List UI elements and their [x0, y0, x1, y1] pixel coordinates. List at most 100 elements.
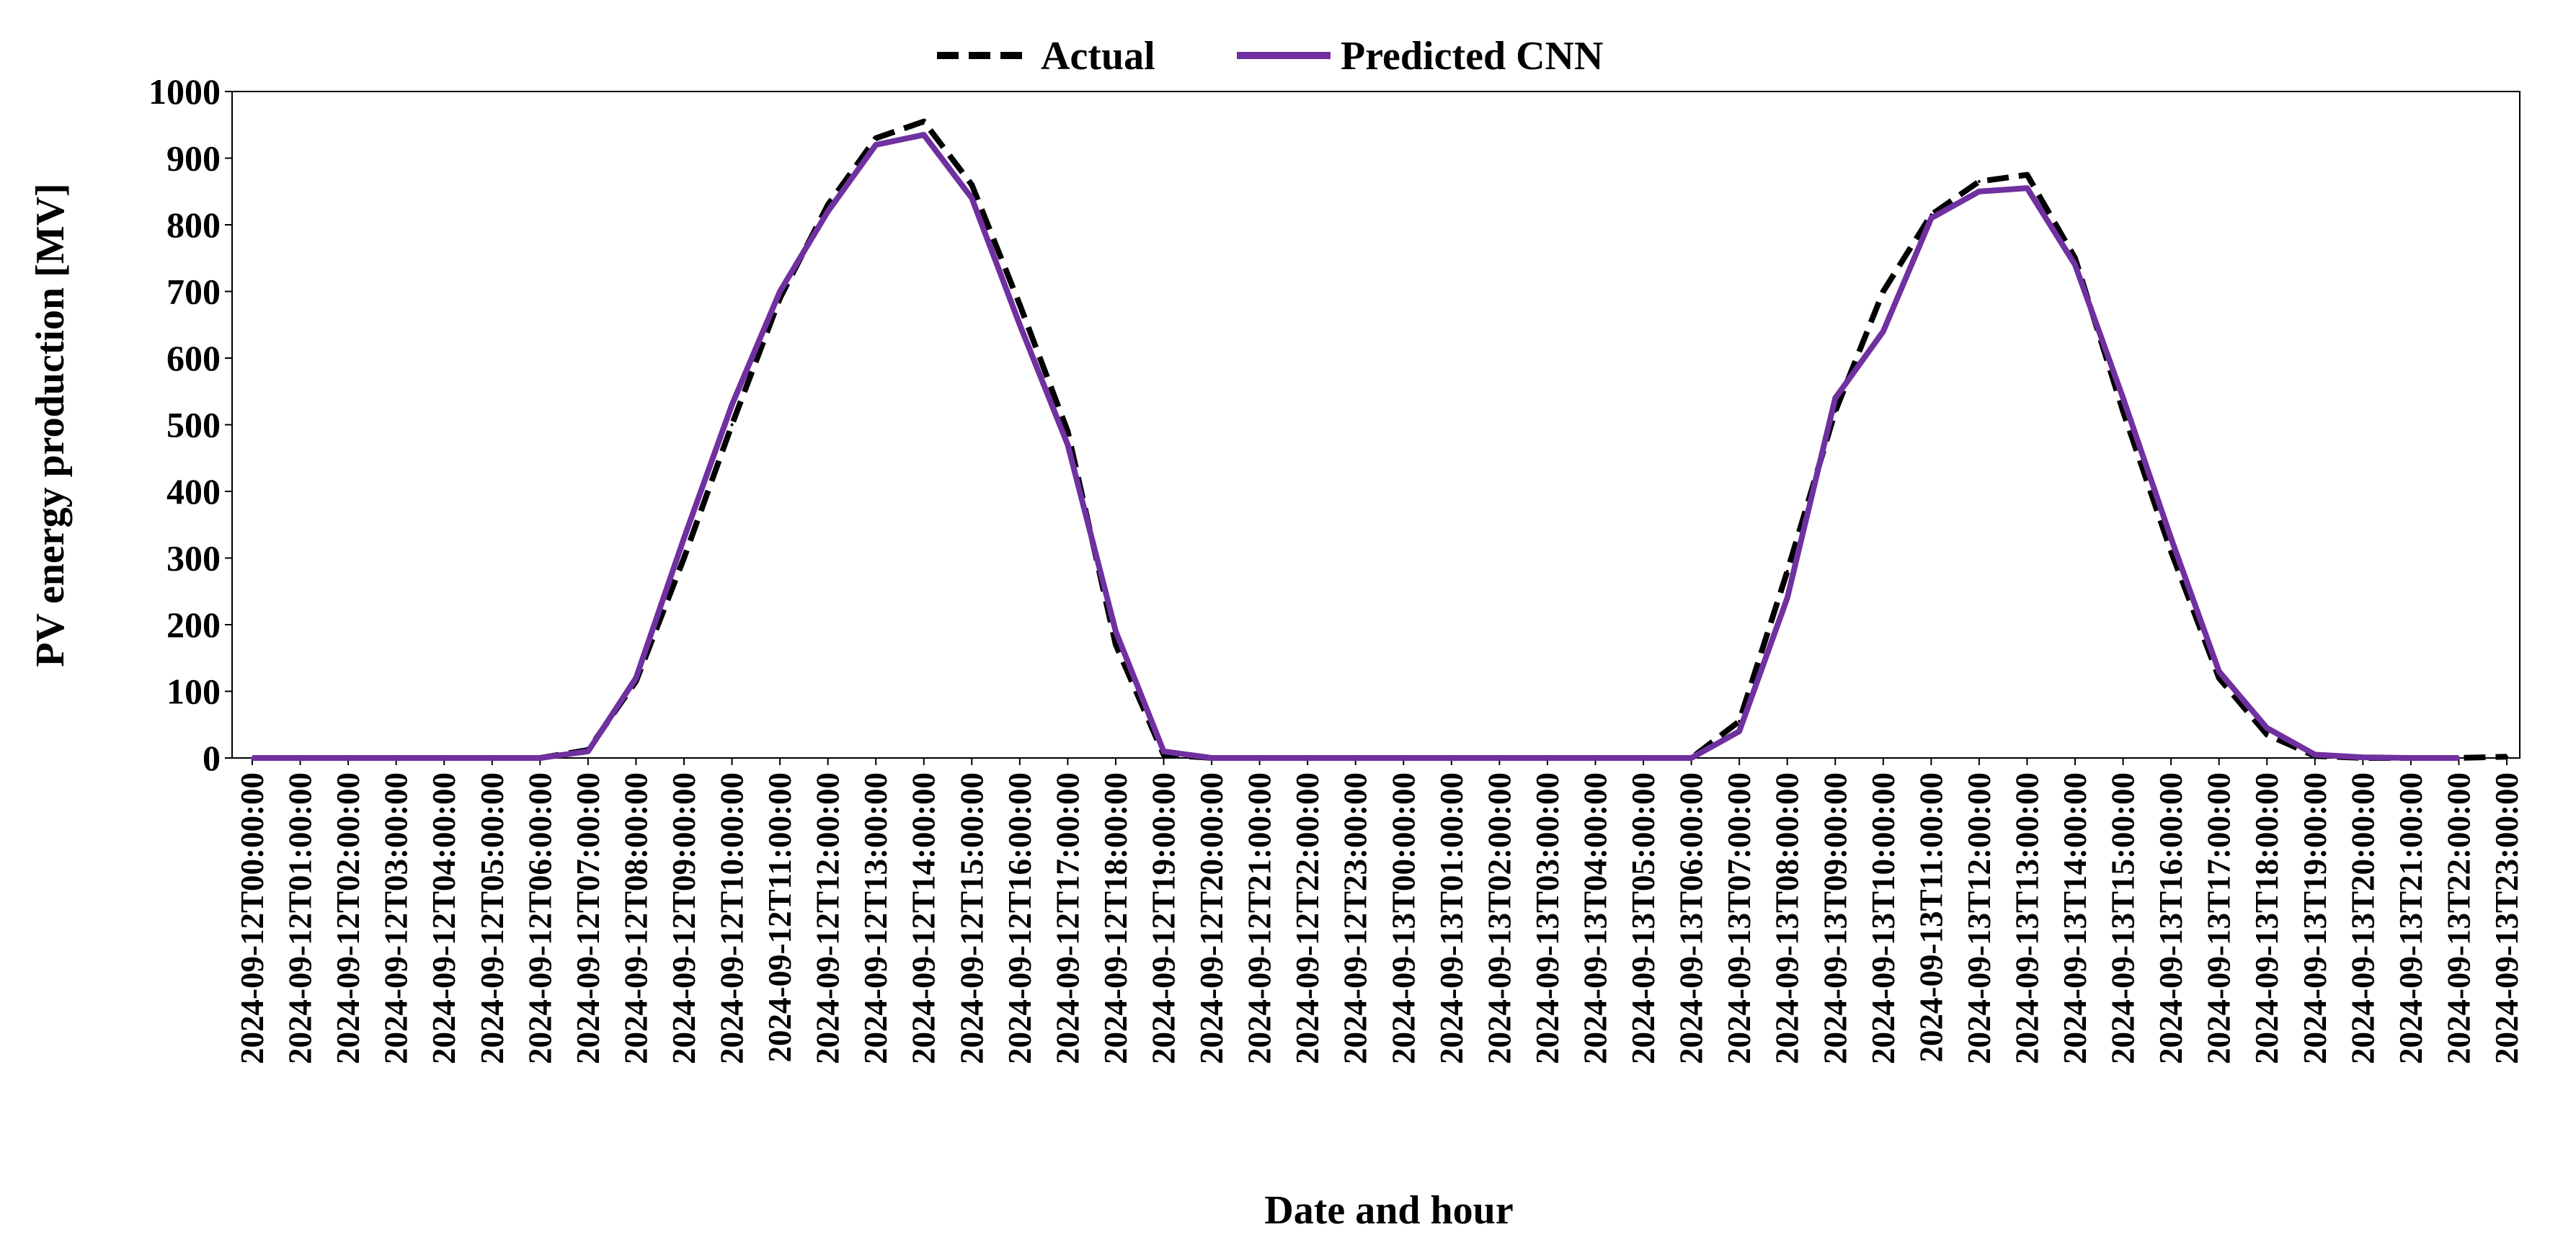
data-point-actual: [2265, 733, 2269, 736]
x-tick-label: 2024-09-13T18:00:00: [2249, 772, 2285, 1064]
y-tick-label: 1000: [148, 71, 221, 112]
x-tick-label: 2024-09-12T23:00:00: [1338, 772, 1374, 1064]
data-point-predicted-cnn: [586, 749, 590, 753]
x-tick-label: 2024-09-12T11:00:00: [762, 772, 798, 1062]
data-point-predicted-cnn: [1642, 757, 1645, 759]
data-point-predicted-cnn: [1210, 757, 1214, 759]
x-axis: 2024-09-12T00:00:00 2024-09-12T01:00:00 20…: [234, 758, 2525, 1064]
data-point-predicted-cnn: [2074, 263, 2077, 267]
x-tick-label: 2024-09-13T10:00:00: [1865, 772, 1901, 1064]
y-tick-label: 400: [166, 471, 221, 512]
x-tick-label: 2024-09-12T12:00:00: [810, 772, 846, 1064]
y-tick-label: 800: [166, 205, 221, 245]
x-tick-label: 2024-09-12T03:00:00: [378, 772, 414, 1064]
x-tick-label: 2024-09-13T15:00:00: [2105, 772, 2141, 1064]
y-axis: 0 100 200 300 400 500 600 700 800 900 1000: [148, 71, 232, 778]
legend: Actual Predicted CNN: [937, 34, 1603, 79]
x-tick-label: 2024-09-12T07:00:00: [570, 772, 606, 1064]
data-point-predicted-cnn: [2025, 187, 2029, 190]
x-tick-label: 2024-09-13T14:00:00: [2057, 772, 2093, 1064]
data-point-predicted-cnn: [1162, 749, 1165, 753]
x-tick-label: 2024-09-13T02:00:00: [1481, 772, 1517, 1064]
x-tick-label: 2024-09-13T06:00:00: [1674, 772, 1710, 1064]
x-tick-label: 2024-09-12T20:00:00: [1194, 772, 1230, 1064]
data-point-predicted-cnn: [443, 757, 446, 759]
x-tick-label: 2024-09-12T16:00:00: [1002, 772, 1038, 1064]
y-tick-label: 500: [166, 405, 221, 445]
x-tick-label: 2024-09-13T08:00:00: [1769, 772, 1806, 1064]
data-point-predicted-cnn: [2217, 669, 2221, 673]
data-point-predicted-cnn: [1449, 757, 1453, 759]
data-point-actual: [1977, 179, 1981, 183]
x-tick-label: 2024-09-13T22:00:00: [2440, 772, 2477, 1064]
data-point-predicted-cnn: [778, 290, 782, 293]
data-point-predicted-cnn: [826, 210, 830, 213]
data-point-predicted-cnn: [1402, 757, 1405, 759]
x-tick-label: 2024-09-12T08:00:00: [618, 772, 654, 1064]
data-point-predicted-cnn: [1018, 323, 1021, 326]
y-axis-title: PV energy production [MV]: [28, 183, 73, 666]
x-tick-label: 2024-09-12T05:00:00: [474, 772, 510, 1064]
data-point-predicted-cnn: [1834, 396, 1837, 400]
data-point-predicted-cnn: [1306, 757, 1310, 759]
data-point-predicted-cnn: [394, 757, 398, 759]
data-point-predicted-cnn: [2361, 756, 2365, 759]
x-tick-label: 2024-09-13T17:00:00: [2201, 772, 2237, 1064]
data-point-predicted-cnn: [538, 757, 542, 759]
legend-label-predicted: Predicted CNN: [1341, 34, 1603, 79]
x-tick-label: 2024-09-12T17:00:00: [1049, 772, 1085, 1064]
x-tick-label: 2024-09-12T09:00:00: [666, 772, 702, 1064]
y-tick-label: 200: [166, 605, 221, 645]
data-point-actual: [922, 120, 925, 123]
data-point-predicted-cnn: [970, 197, 974, 200]
x-tick-label: 2024-09-12T00:00:00: [234, 772, 270, 1064]
data-point-predicted-cnn: [1114, 630, 1117, 633]
x-tick-label: 2024-09-12T18:00:00: [1098, 772, 1134, 1064]
x-tick-label: 2024-09-13T16:00:00: [2153, 772, 2189, 1064]
y-tick-label: 700: [166, 272, 221, 312]
data-point-predicted-cnn: [490, 757, 494, 759]
x-tick-label: 2024-09-13T13:00:00: [2009, 772, 2045, 1064]
data-point-predicted-cnn: [634, 677, 638, 679]
data-point-predicted-cnn: [1594, 757, 1597, 759]
x-tick-label: 2024-09-12T13:00:00: [858, 772, 894, 1064]
data-point-actual: [1785, 570, 1789, 573]
data-point-predicted-cnn: [2265, 726, 2269, 730]
y-tick-label: 300: [166, 538, 221, 579]
data-point-predicted-cnn: [874, 143, 878, 146]
x-tick-label: 2024-09-12T21:00:00: [1242, 772, 1278, 1064]
data-point-predicted-cnn: [2457, 757, 2461, 759]
y-tick-label: 600: [166, 338, 221, 378]
x-tick-label: 2024-09-13T11:00:00: [1913, 772, 1949, 1062]
x-axis-title: Date and hour: [1264, 1188, 1513, 1233]
x-tick-label: 2024-09-12T19:00:00: [1146, 772, 1182, 1064]
data-point-predicted-cnn: [1689, 757, 1693, 759]
x-tick-label: 2024-09-13T23:00:00: [2489, 772, 2525, 1064]
data-point-actual: [1114, 643, 1117, 646]
data-point-predicted-cnn: [1785, 597, 1789, 599]
data-point-predicted-cnn: [682, 536, 685, 540]
data-point-predicted-cnn: [2121, 396, 2125, 400]
y-tick-label: 0: [203, 738, 221, 778]
x-tick-label: 2024-09-12T01:00:00: [283, 772, 319, 1064]
data-point-actual: [2025, 173, 2029, 177]
data-point-predicted-cnn: [1354, 757, 1357, 759]
x-tick-label: 2024-09-13T01:00:00: [1434, 772, 1470, 1064]
data-point-predicted-cnn: [1066, 443, 1070, 447]
x-tick-label: 2024-09-13T09:00:00: [1817, 772, 1853, 1064]
data-point-actual: [682, 556, 685, 560]
x-tick-label: 2024-09-13T21:00:00: [2393, 772, 2429, 1064]
data-point-actual: [730, 423, 734, 427]
data-point-predicted-cnn: [730, 403, 734, 406]
x-tick-label: 2024-09-13T04:00:00: [1577, 772, 1613, 1064]
data-point-actual: [2169, 550, 2173, 553]
data-point-actual: [2121, 410, 2125, 413]
x-tick-label: 2024-09-13T20:00:00: [2345, 772, 2381, 1064]
data-point-predicted-cnn: [347, 757, 350, 759]
x-tick-label: 2024-09-13T00:00:00: [1385, 772, 1421, 1064]
x-tick-label: 2024-09-12T04:00:00: [426, 772, 462, 1064]
data-point-actual: [2505, 755, 2508, 759]
data-point-predicted-cnn: [1929, 216, 1933, 220]
data-point-predicted-cnn: [2313, 753, 2317, 757]
